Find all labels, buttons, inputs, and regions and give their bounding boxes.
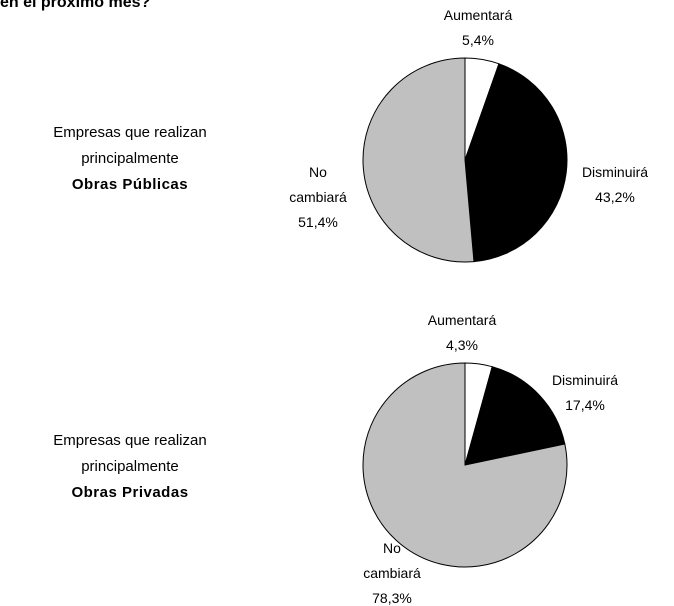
chart-annotation: Empresas que realizan principalmente Obras… [10, 428, 250, 506]
slice-label: No cambiará 51,4% [281, 160, 355, 235]
slice-label: Aumentará 4,3% [425, 308, 499, 358]
value-label: 17,4% [565, 397, 605, 413]
value-label: 4,3% [446, 337, 478, 353]
pie-slice [362, 57, 475, 263]
value-label: 78,3% [372, 590, 412, 606]
value-label: 43,2% [595, 189, 635, 205]
page-title: en el próximo mes? [0, 0, 151, 11]
pie-slice [464, 366, 566, 466]
annotation-line: Empresas que realizan [53, 124, 207, 141]
category-label: No cambiará [289, 164, 347, 205]
annotation-line: Empresas que realizan [53, 432, 207, 449]
category-label: Aumentará [443, 7, 513, 23]
category-label: Disminuirá [581, 164, 649, 180]
slice-label: Disminuirá 17,4% [548, 368, 622, 418]
slice-label: No cambiará 78,3% [355, 536, 429, 606]
category-label: No cambiará [363, 540, 421, 581]
category-label: Aumentará [427, 312, 497, 328]
category-label: Disminuirá [551, 372, 619, 388]
pie-slice [362, 362, 568, 568]
annotation-line: principalmente [81, 458, 179, 475]
pie-slice [464, 63, 568, 263]
value-label: 5,4% [462, 32, 494, 48]
annotation-line: Obras Públicas [71, 176, 189, 193]
value-label: 51,4% [298, 214, 338, 230]
slice-label: Aumentará 5,4% [441, 3, 515, 53]
chart-annotation: Empresas que realizan principalmente Obras… [10, 120, 250, 198]
annotation-line: Obras Privadas [71, 484, 189, 501]
slice-label: Disminuirá 43,2% [578, 160, 652, 210]
annotation-line: principalmente [81, 150, 179, 167]
